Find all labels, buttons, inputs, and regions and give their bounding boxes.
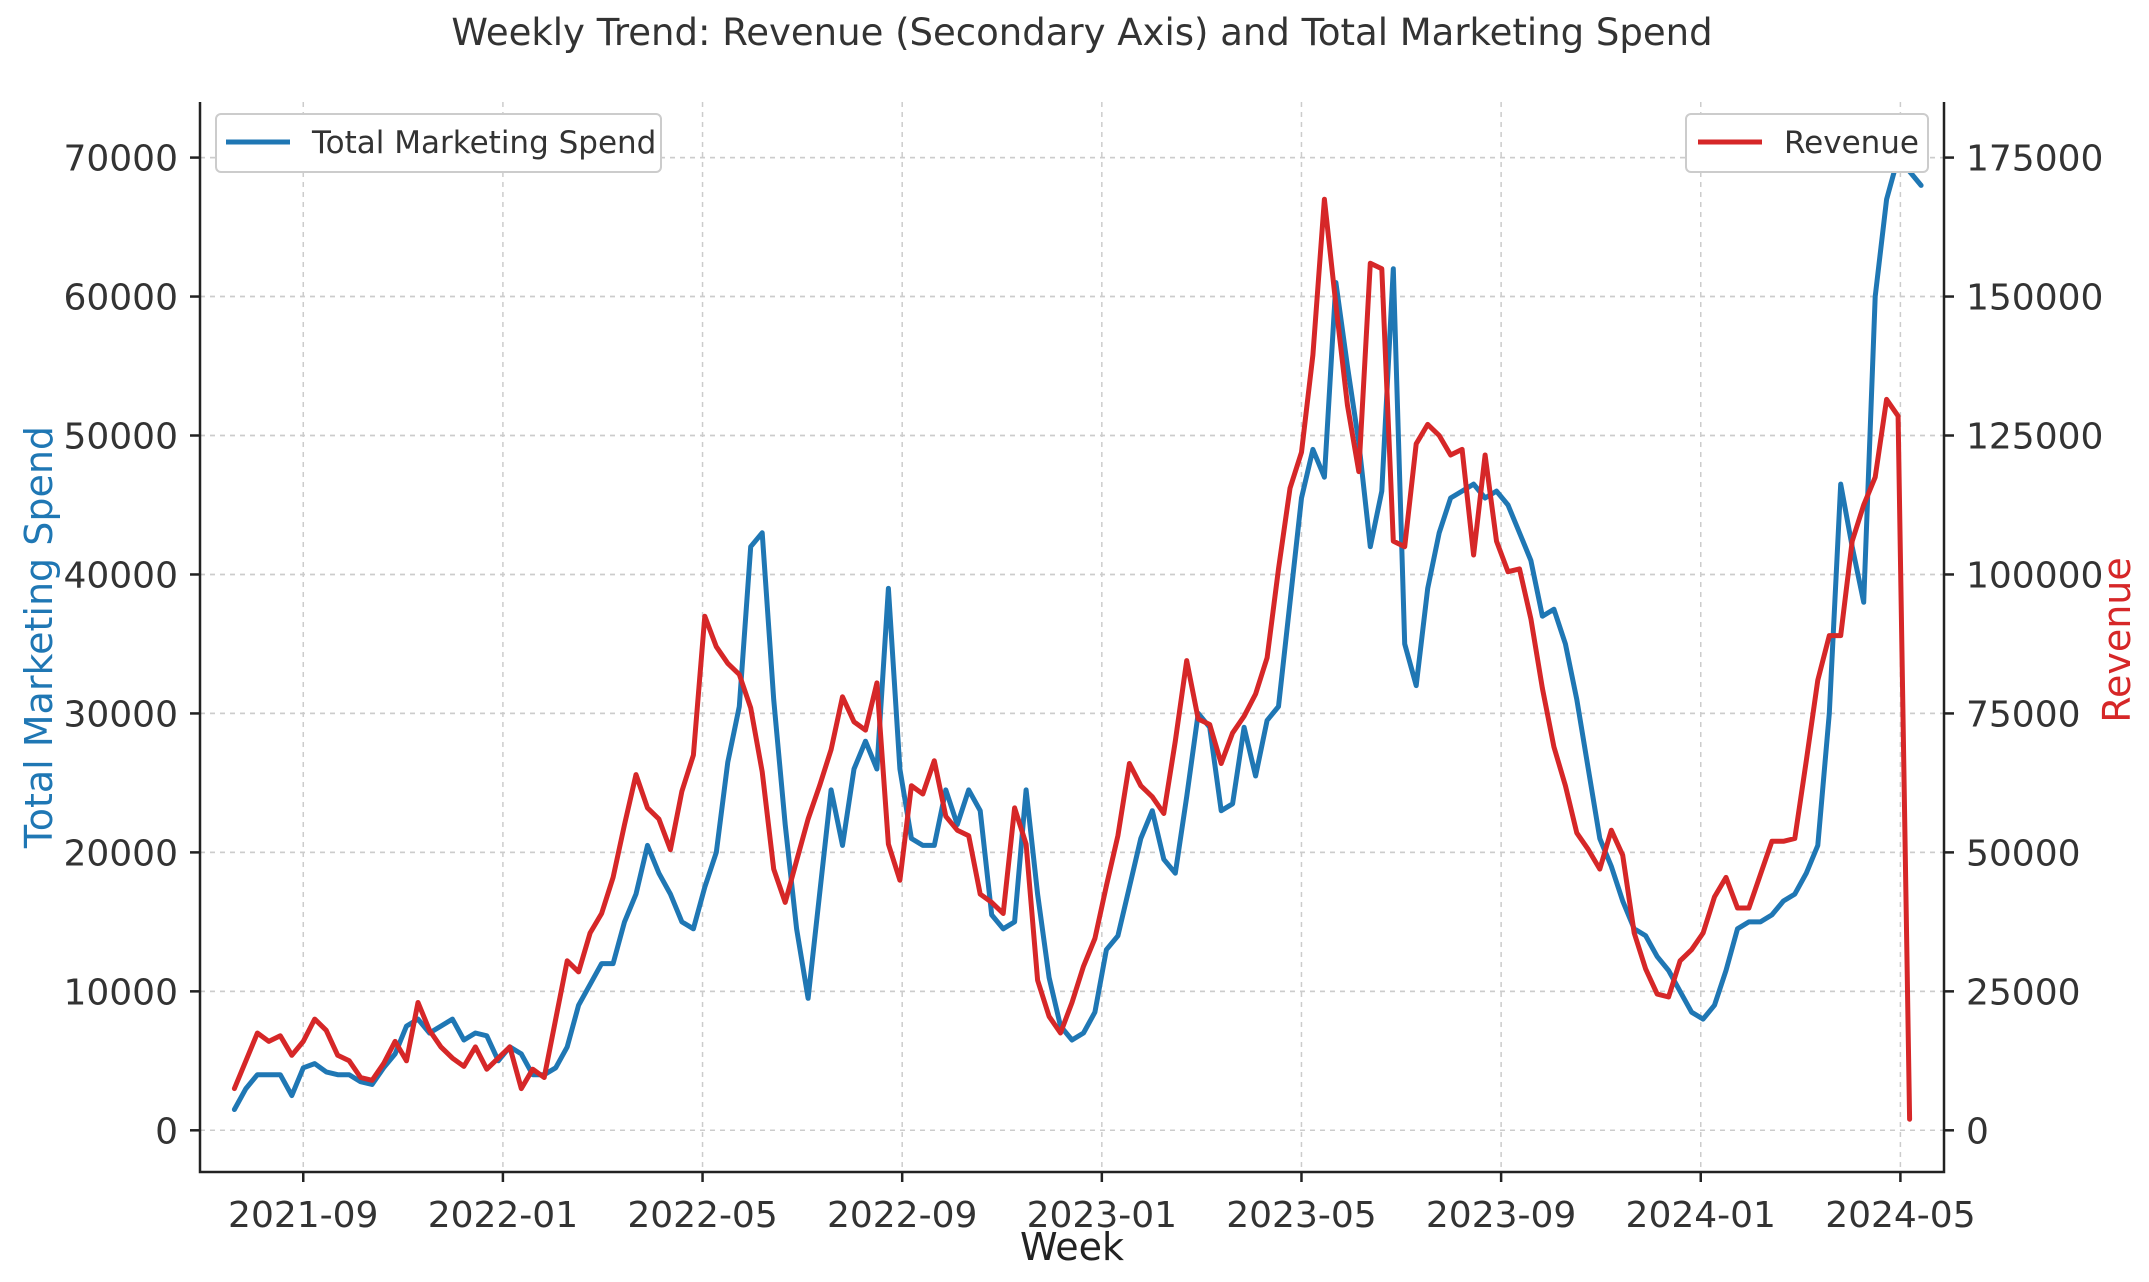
legend-revenue: Revenue [1685, 113, 1929, 173]
x-tick-label: 2022-09 [827, 1195, 977, 1236]
right-y-axis-title: Revenue [2095, 557, 2139, 723]
legend-spend-frame [215, 113, 662, 173]
grid [200, 102, 1944, 1172]
x-tick-label: 2022-05 [627, 1195, 777, 1236]
right-y-tick-label: 0 [1966, 1111, 1989, 1152]
x-tick-label: 2022-01 [428, 1195, 578, 1236]
series-layer [231, 155, 1924, 1122]
left-y-tick-label: 40000 [63, 555, 178, 596]
x-tick-label: 2024-01 [1626, 1195, 1776, 1236]
left-y-tick-label: 0 [155, 1111, 178, 1152]
left-y-tick-label: 70000 [63, 139, 178, 180]
spend-series-line [231, 155, 1924, 1112]
left-y-tick-label: 20000 [63, 833, 178, 874]
legend-revenue-frame [1685, 113, 1929, 173]
left-y-tick-label: 60000 [63, 278, 178, 319]
right-y-tick-label: 100000 [1966, 555, 2103, 596]
x-tick-label: 2023-05 [1226, 1195, 1376, 1236]
x-tick-label: 2021-09 [228, 1195, 378, 1236]
legend-spend: Total Marketing Spend [215, 113, 662, 173]
chart-title: Weekly Trend: Revenue (Secondary Axis) a… [451, 11, 1712, 54]
right-y-tick-label: 25000 [1966, 972, 2081, 1013]
legend-spend-label: Total Marketing Spend [311, 125, 656, 161]
x-tick-label: 2023-01 [1027, 1195, 1177, 1236]
x-axis-title: Week [1020, 1225, 1124, 1269]
left-y-tick-label: 30000 [63, 694, 178, 735]
left-y-axis-title: Total Marketing Spend [17, 426, 61, 849]
revenue-series-line [231, 196, 1913, 1122]
right-y-tick-label: 125000 [1966, 417, 2103, 458]
legend-revenue-label: Revenue [1784, 125, 1919, 161]
right-y-tick-label: 150000 [1966, 278, 2103, 319]
x-tick-label: 2024-05 [1825, 1195, 1975, 1236]
right-y-tick-label: 175000 [1966, 139, 2103, 180]
ticks: 2021-09 2022-01 2022-05 2022-09 2023-01 2023-… [63, 139, 2103, 1236]
x-tick-label: 2023-09 [1426, 1195, 1576, 1236]
right-y-tick-label: 50000 [1966, 833, 2081, 874]
right-y-tick-label: 75000 [1966, 694, 2081, 735]
left-y-tick-label: 50000 [63, 417, 178, 458]
plot-frame [198, 102, 1946, 1174]
left-y-tick-label: 10000 [63, 972, 178, 1013]
